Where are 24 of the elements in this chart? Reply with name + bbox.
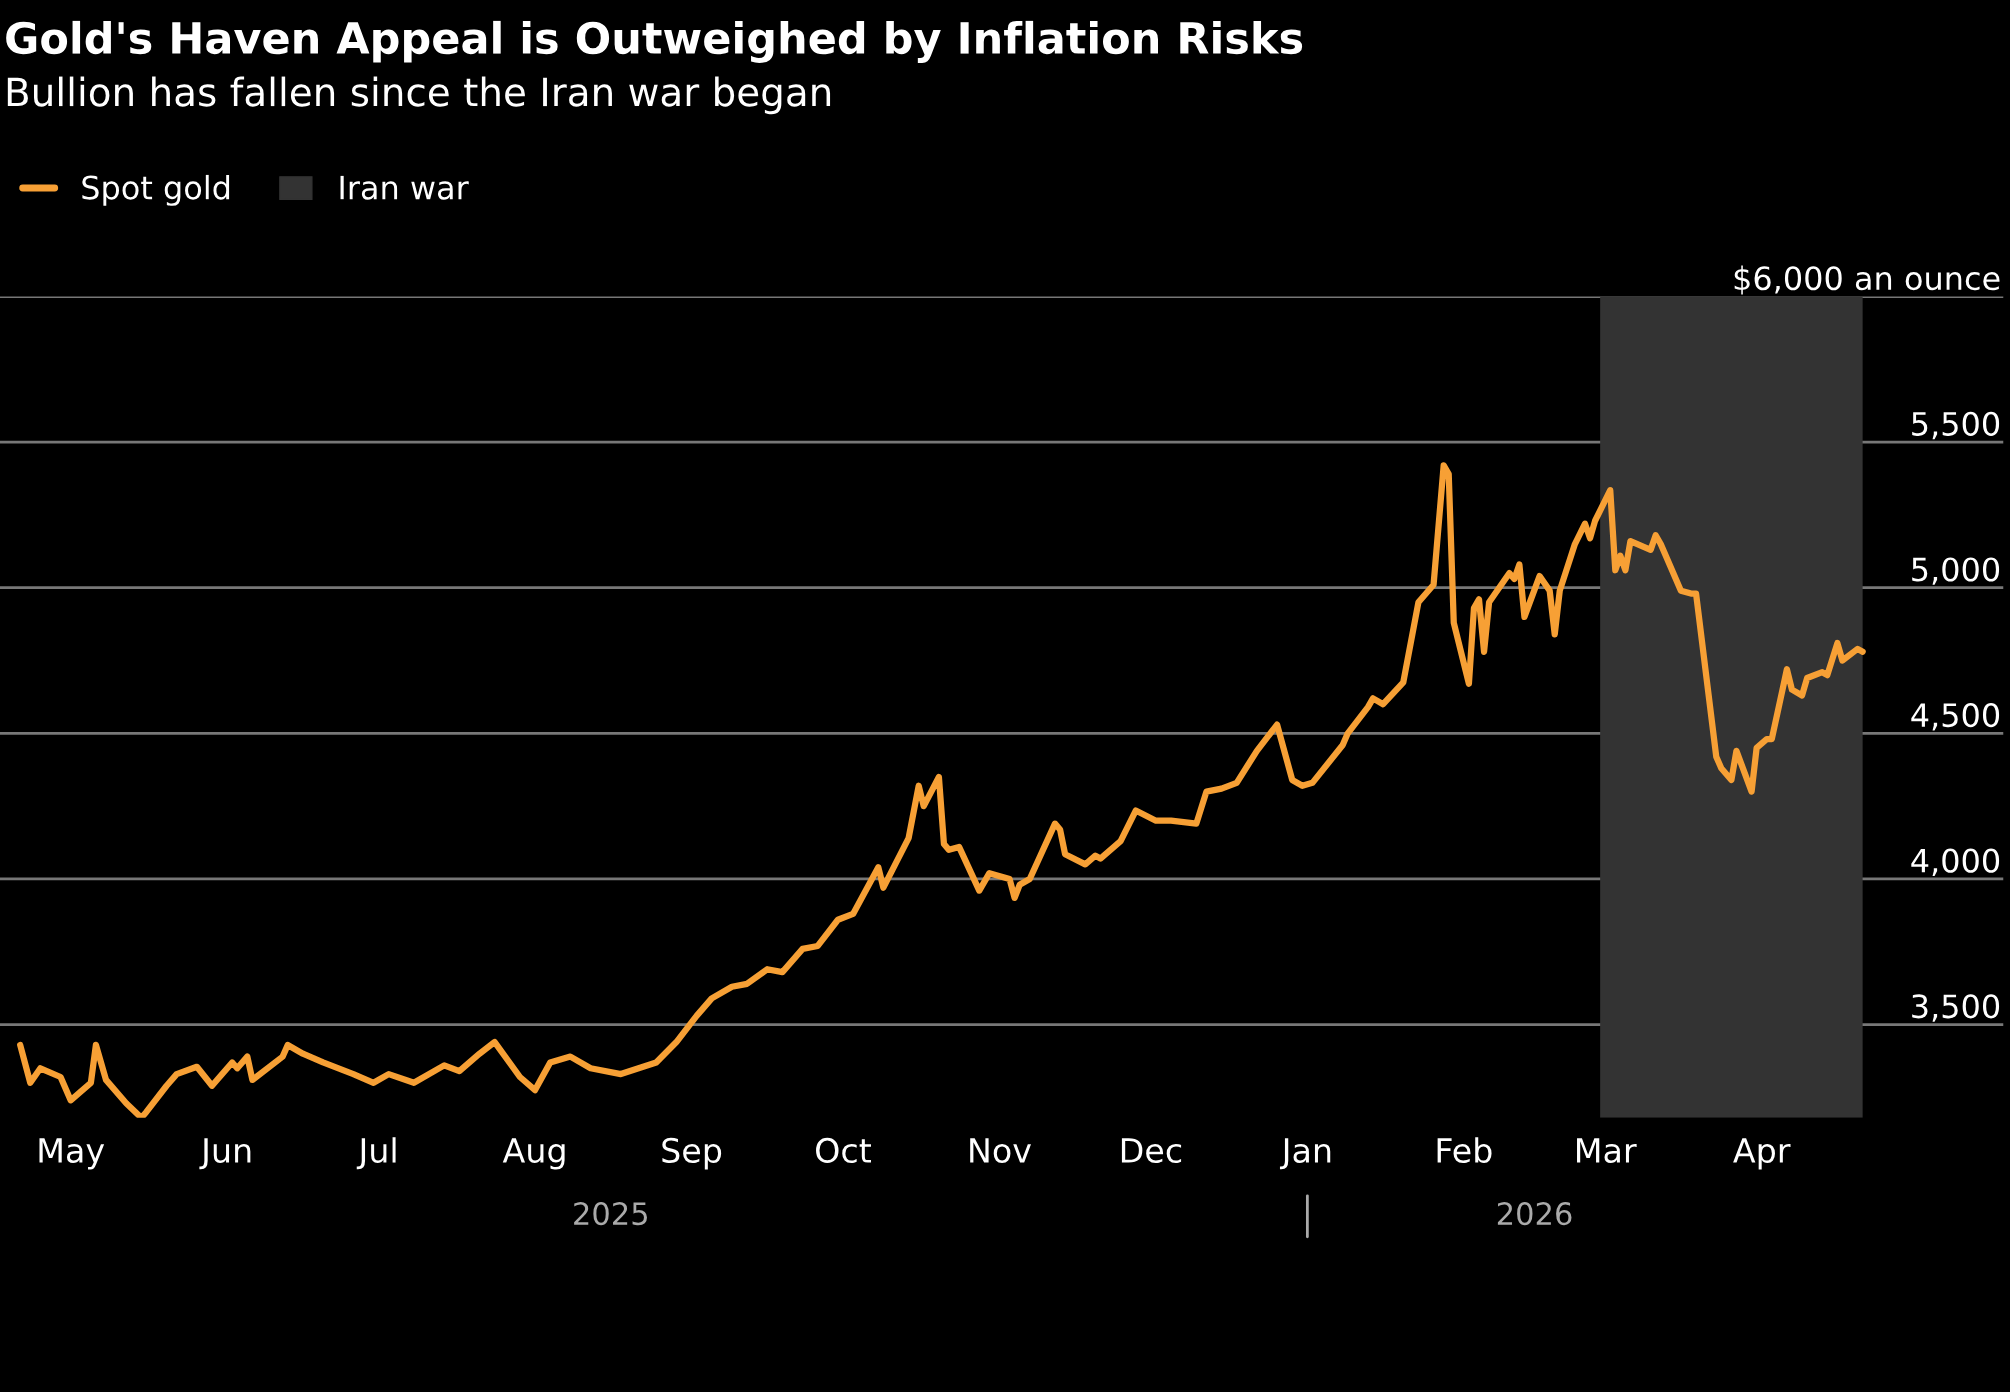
x-tick-label: Apr [1733, 1138, 1791, 1170]
x-tick-label: May [39, 1138, 105, 1170]
x-tick-label: Jun [199, 1138, 251, 1170]
x-tick-label: Sep [662, 1137, 722, 1170]
chart-title: Gold's Haven Appeal is Outweighed by Inflation Risks [6, 20, 1303, 63]
x-tick-label: Jul [356, 1137, 396, 1170]
y-tick-label: 3,500 [1912, 994, 2000, 1022]
text: 2026 [1497, 1202, 1572, 1226]
text: 2025 [574, 1202, 647, 1226]
x-tick-label: Nov [970, 1138, 1031, 1164]
y-tick-label: 5,500 [1912, 411, 2000, 440]
y-tick-label: 4,000 [1911, 848, 2000, 877]
legend-label: Spot gold [82, 174, 230, 206]
x-tick-label: Jan [1279, 1138, 1331, 1170]
x-tick-label: Aug [502, 1138, 565, 1170]
x-tick-label: Oct [816, 1137, 871, 1164]
y-tick-label: $6,000 an ounce [1734, 265, 2000, 295]
x-tick-label: Dec [1121, 1138, 1182, 1164]
x-tick-label: Feb [1437, 1137, 1492, 1164]
chart-subtitle: Bullion has fallen since the Iran war began [7, 76, 831, 115]
x-tick-label: Mar [1577, 1138, 1637, 1164]
legend-label: Iran war [340, 175, 469, 200]
y-tick-label: 4,500 [1911, 702, 2000, 731]
y-tick-label: 5,000 [1912, 557, 2000, 585]
